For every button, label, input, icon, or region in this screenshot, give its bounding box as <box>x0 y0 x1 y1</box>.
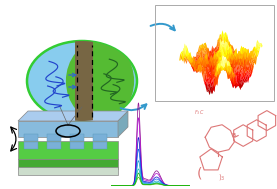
Polygon shape <box>18 167 118 175</box>
Bar <box>70 142 84 149</box>
Polygon shape <box>118 111 128 137</box>
Polygon shape <box>18 141 118 159</box>
Polygon shape <box>18 121 118 137</box>
Ellipse shape <box>66 41 134 121</box>
Text: $F_3C$: $F_3C$ <box>194 108 205 117</box>
Bar <box>47 142 61 149</box>
Text: (: ( <box>197 166 202 180</box>
Bar <box>155 5 274 101</box>
Polygon shape <box>18 159 118 169</box>
Polygon shape <box>18 111 128 121</box>
Text: $)_3$: $)_3$ <box>218 172 225 182</box>
Ellipse shape <box>27 41 137 121</box>
Bar <box>24 142 38 149</box>
Bar <box>24 134 38 141</box>
Text: B: B <box>232 133 236 138</box>
Bar <box>47 134 61 141</box>
Bar <box>93 134 107 141</box>
Bar <box>75 39 93 123</box>
Bar <box>70 134 84 141</box>
Bar <box>93 142 107 149</box>
